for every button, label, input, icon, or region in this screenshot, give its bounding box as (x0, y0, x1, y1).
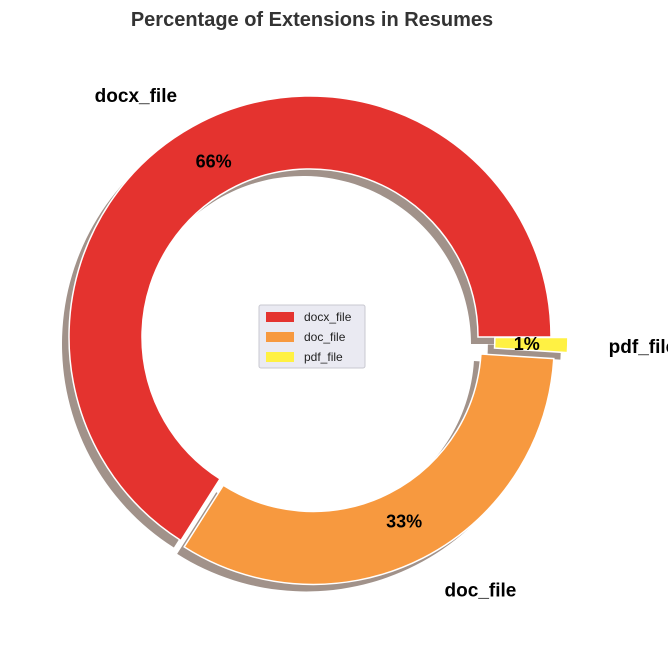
legend-label-docx-file: docx_file (304, 310, 352, 324)
slice-pdf-file (493, 336, 569, 354)
legend-label-pdf-file: pdf_file (304, 350, 343, 364)
category-label-docx-file: docx_file (95, 86, 177, 107)
legend-swatch-pdf-file (266, 352, 294, 362)
slice-doc-file (183, 353, 555, 586)
percent-labels: 66% 33% 1% (196, 152, 540, 532)
legend: docx_file doc_file pdf_file (258, 304, 366, 369)
legend-swatch-docx-file (266, 312, 294, 322)
legend-swatch-doc-file (266, 332, 294, 342)
slice-docx-file (68, 95, 552, 542)
chart-title: Percentage of Extensions in Resumes (131, 9, 493, 31)
percent-label-doc-file: 33% (386, 512, 422, 532)
percent-label-docx-file: 66% (196, 152, 232, 172)
category-label-pdf-file: pdf_file (609, 337, 668, 358)
category-labels: docx_file doc_file pdf_file (95, 86, 668, 601)
slices (68, 95, 569, 586)
category-label-doc-file: doc_file (445, 580, 517, 601)
legend-label-doc-file: doc_file (304, 330, 346, 344)
legend-entries: docx_file doc_file pdf_file (266, 310, 352, 364)
percent-label-pdf-file: 1% (514, 334, 540, 354)
